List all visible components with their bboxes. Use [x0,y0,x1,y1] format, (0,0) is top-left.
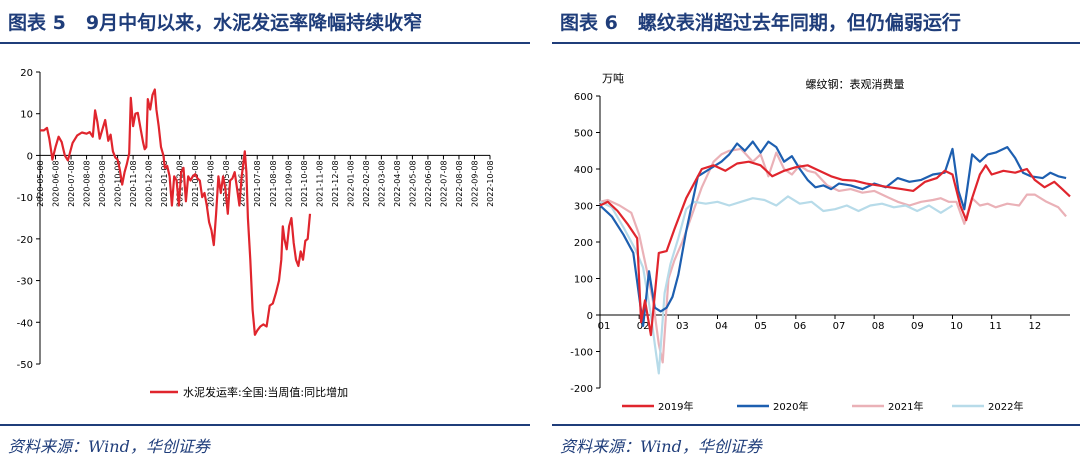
x-tick-label: 2022-08-08 [455,160,464,207]
y-tick-label: 100 [574,275,593,286]
legend-label: 水泥发运率:全国:当周值:同比增加 [183,385,348,399]
x-tick-label: 05 [754,321,767,332]
y-tick-label: 400 [574,165,593,176]
y-tick-label: -50 [17,360,33,371]
y-tick-label: 10 [20,110,33,121]
figure-number: 图表 6 [560,12,618,34]
x-tick-label: 2021-06-08 [238,160,247,207]
x-tick-label: 2020-05-08 [36,160,45,207]
x-tick-label: 2022-01-08 [346,160,355,207]
y-tick-label: -200 [570,384,593,395]
series-line-cement [40,88,312,336]
series-line-2021年 [599,147,1067,364]
x-tick-label: 2021-04-08 [207,160,216,207]
x-tick-label: 06 [793,321,806,332]
x-tick-label: 11 [989,321,1002,332]
y-tick-label: 0 [587,311,593,322]
x-tick-label: 2022-06-08 [424,160,433,207]
x-tick-label: 2020-09-08 [98,160,107,207]
x-tick-label: 07 [833,321,846,332]
y-tick-label: 500 [574,129,593,140]
figure-number: 图表 5 [8,12,66,34]
x-tick-label: 2021-08-08 [269,160,278,207]
x-tick-label: 2020-06-08 [52,160,61,207]
x-tick-label: 2021-11-08 [315,160,324,207]
y-tick-label: 20 [20,68,33,79]
y-tick-label: -10 [17,193,33,204]
x-tick-label: 2021-05-08 [222,160,231,207]
y-tick-label: -20 [17,235,33,246]
x-tick-label: 2020-07-08 [67,160,76,207]
legend-label: 2020年 [773,400,808,413]
title-rule [552,42,1080,44]
x-tick-label: 2022-03-08 [377,160,386,207]
source-rule [0,424,530,426]
source-rule [552,424,1080,426]
title-rule [0,42,530,44]
x-tick-label: 2022-04-08 [393,160,402,207]
x-tick-label: 08 [872,321,885,332]
x-tick-label: 2022-09-08 [470,160,479,207]
rebar-consumption-chart: 万吨 螺纹钢：表观消费量 600 500 400 300 200 100 0 -100 -200 01… [570,72,1071,413]
chart-title-left: 图表 5 9月中旬以来，水泥发运率降幅持续收窄 [8,8,422,35]
series-line-2020年 [599,140,1067,327]
x-tick-label: 2021-03-08 [191,160,200,207]
x-tick-label: 04 [715,321,728,332]
source-note: 资料来源：Wind，华创证券 [8,437,210,456]
y-tick-label: -30 [17,277,33,288]
legend-label: 2019年 [658,400,693,413]
x-tick-label: 2020-12-08 [145,160,154,207]
chart-panel-right: 图表 6 螺纹表消超过去年同期，但仍偏弱运行 万吨 螺纹钢：表观消费量 600 500 4… [552,0,1080,464]
x-tick-label: 2021-09-08 [284,160,293,207]
x-tick-label: 03 [676,321,689,332]
series-line-2022年 [599,195,954,375]
figure-caption: 9月中旬以来，水泥发运率降幅持续收窄 [85,12,423,34]
x-tick-label: 2020-10-08 [114,160,123,207]
x-tick-label: 2021-12-08 [331,160,340,207]
chart-title: 螺纹钢：表观消费量 [806,77,905,91]
chart-title-right: 图表 6 螺纹表消超过去年同期，但仍偏弱运行 [560,8,961,35]
series-line-2019年 [599,160,1071,337]
y-tick-label: 300 [574,202,593,213]
source-note: 资料来源：Wind，华创证券 [560,437,762,456]
x-tick-label: 2022-05-08 [408,160,417,207]
x-tick-label: 2020-11-08 [129,160,138,207]
x-tick-label: 2021-07-08 [253,160,262,207]
y-tick-label: -40 [17,318,33,329]
x-tick-label: 2022-07-08 [439,160,448,207]
legend-label: 2021年 [888,400,923,413]
x-tick-label: 01 [598,321,611,332]
y-tick-label: -100 [570,348,593,359]
x-tick-label: 10 [950,321,963,332]
figure-caption: 螺纹表消超过去年同期，但仍偏弱运行 [637,12,961,34]
y-tick-label: 200 [574,238,593,249]
x-tick-label: 2020-08-08 [83,160,92,207]
x-tick-label: 2022-10-08 [486,160,495,207]
y-axis-unit: 万吨 [602,72,624,85]
chart-panel-left: 图表 5 9月中旬以来，水泥发运率降幅持续收窄 20 10 0 -10 -20 -30 -40… [0,0,530,464]
y-tick-label: 600 [574,92,593,103]
y-tick-label: 0 [27,151,33,162]
x-tick-label: 12 [1028,321,1041,332]
legend-label: 2022年 [988,400,1023,413]
x-tick-label: 2022-02-08 [362,160,371,207]
x-tick-label: 2021-01-08 [160,160,169,207]
x-tick-label: 2021-10-08 [300,160,309,207]
cement-shipment-chart: 20 10 0 -10 -20 -30 -40 -50 2020-05-08 2020-06-08… [17,68,495,399]
x-tick-label: 09 [911,321,924,332]
